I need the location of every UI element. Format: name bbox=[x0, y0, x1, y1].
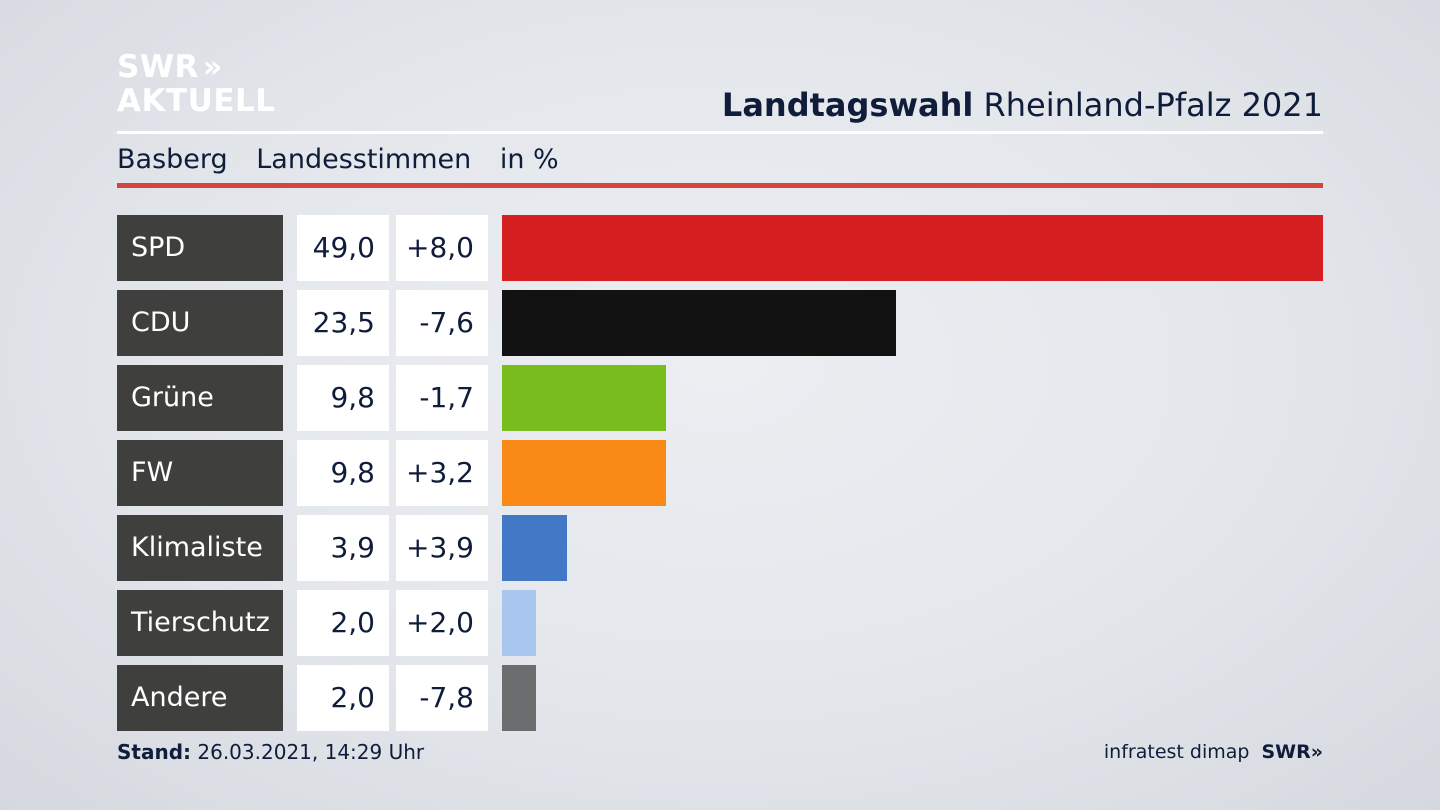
vote-share-bar bbox=[502, 665, 536, 731]
swr-aktuell-logo: SWR» AKTUELL bbox=[117, 52, 276, 117]
vote-share-bar bbox=[502, 365, 666, 431]
title-rest: Rheinland-Pfalz 2021 bbox=[983, 86, 1323, 124]
party-label: Klimaliste bbox=[117, 515, 283, 581]
vote-share-label: 2,0 bbox=[297, 590, 389, 656]
chart-row: CDU 23,5 -7,6 bbox=[0, 290, 1440, 356]
vote-share-bar bbox=[502, 440, 666, 506]
chart-row: Klimaliste 3,9 +3,9 bbox=[0, 515, 1440, 581]
chart-row: Andere 2,0 -7,8 bbox=[0, 665, 1440, 731]
vote-share-label: 3,9 bbox=[297, 515, 389, 581]
party-label: SPD bbox=[117, 215, 283, 281]
party-label: FW bbox=[117, 440, 283, 506]
change-label: +3,2 bbox=[396, 440, 488, 506]
party-label: Tierschutz bbox=[117, 590, 283, 656]
vote-share-bar bbox=[502, 215, 1323, 281]
vote-share-bar bbox=[502, 515, 567, 581]
chart-row: SPD 49,0 +8,0 bbox=[0, 215, 1440, 281]
subtitle-divider bbox=[117, 183, 1323, 188]
subtitle-vote-type: Landesstimmen bbox=[256, 144, 472, 175]
vote-share-label: 49,0 bbox=[297, 215, 389, 281]
vote-share-label: 2,0 bbox=[297, 665, 389, 731]
source-text: infratest dimap bbox=[1103, 741, 1250, 763]
logo-aktuell-text: AKTUELL bbox=[117, 83, 276, 119]
title-divider bbox=[117, 131, 1323, 134]
logo-swr-text: SWR bbox=[117, 49, 199, 85]
change-label: +3,9 bbox=[396, 515, 488, 581]
subtitle-unit: in % bbox=[499, 144, 559, 175]
party-label: CDU bbox=[117, 290, 283, 356]
party-label: Andere bbox=[117, 665, 283, 731]
change-label: +2,0 bbox=[396, 590, 488, 656]
chart-row: Tierschutz 2,0 +2,0 bbox=[0, 590, 1440, 656]
party-label: Grüne bbox=[117, 365, 283, 431]
vote-share-label: 9,8 bbox=[297, 440, 389, 506]
change-label: +8,0 bbox=[396, 215, 488, 281]
change-label: -7,6 bbox=[396, 290, 488, 356]
subtitle-location: Basberg bbox=[117, 144, 228, 175]
change-label: -7,8 bbox=[396, 665, 488, 731]
chart-row: Grüne 9,8 -1,7 bbox=[0, 365, 1440, 431]
vote-share-bar bbox=[502, 590, 536, 656]
chart-row: FW 9,8 +3,2 bbox=[0, 440, 1440, 506]
subtitle: Basberg Landesstimmen in % bbox=[117, 144, 579, 175]
vote-share-label: 23,5 bbox=[297, 290, 389, 356]
page-title: Landtagswahl Rheinland-Pfalz 2021 bbox=[722, 86, 1323, 124]
vote-share-bar bbox=[502, 290, 896, 356]
timestamp: Stand: 26.03.2021, 14:29 Uhr bbox=[117, 740, 424, 764]
swr-small-logo: SWR» bbox=[1261, 741, 1323, 763]
source-credit: infratest dimap SWR» bbox=[1104, 741, 1323, 763]
title-bold: Landtagswahl bbox=[721, 86, 974, 124]
vote-share-label: 9,8 bbox=[297, 365, 389, 431]
change-label: -1,7 bbox=[396, 365, 488, 431]
stand-label: Stand: bbox=[117, 740, 192, 764]
stand-value: 26.03.2021, 14:29 Uhr bbox=[197, 740, 425, 764]
